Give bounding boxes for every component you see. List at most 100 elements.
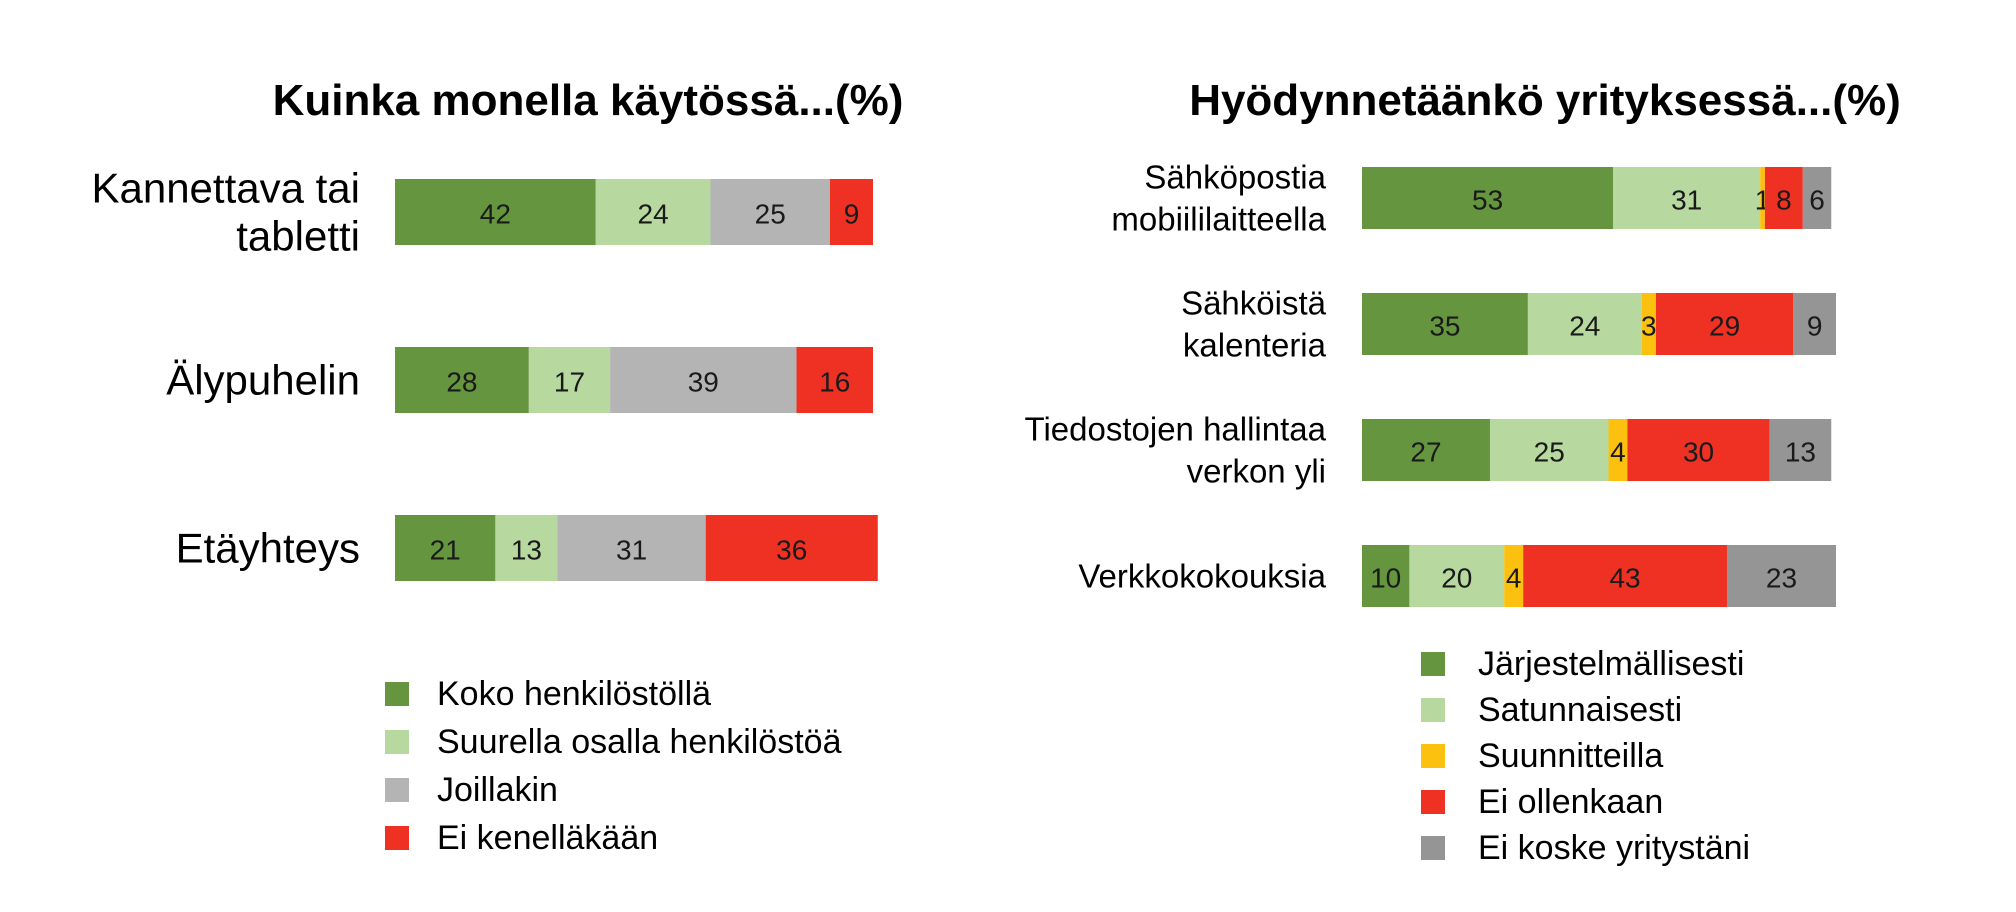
bar-value-label: 21 <box>430 535 461 566</box>
bar-segment-suunnitteilla <box>1504 545 1524 607</box>
bar-segment-ei-kenellakaan <box>705 515 878 581</box>
legend-swatch-suurella-osalla-henkilostoa <box>385 730 409 754</box>
bar-segment-suurella-osalla-henkilostoa <box>528 347 611 413</box>
legend-label: Suunnitteilla <box>1478 737 1663 775</box>
bar-segment-joillakin <box>557 515 706 581</box>
bar-value-label: 16 <box>819 367 850 398</box>
legend-swatch-ei-kenellakaan <box>385 826 409 850</box>
legend-swatch-ei-ollenkaan <box>1421 790 1445 814</box>
bar-value-label: 36 <box>776 535 807 566</box>
bar-segment-joillakin <box>610 347 797 413</box>
bar-segment-satunnaisesti <box>1409 545 1505 607</box>
bar-segment-ei-kenellakaan <box>796 347 873 413</box>
bar-value-label: 10 <box>1370 563 1401 594</box>
legend-label: Ei koske yritystäni <box>1478 829 1750 867</box>
legend-swatch-joillakin <box>385 778 409 802</box>
category-label: Sähköpostia <box>1144 159 1326 196</box>
bar-segment-ei-kenellakaan <box>829 179 873 245</box>
bar-value-label: 25 <box>755 199 786 230</box>
bar-value-label: 35 <box>1429 311 1460 342</box>
bar-segment-ei-ollenkaan <box>1655 293 1794 355</box>
legend-label: Joillakin <box>437 771 558 809</box>
bar-segment-satunnaisesti <box>1527 293 1642 355</box>
legend-label: Koko henkilöstöllä <box>437 675 711 713</box>
bar-value-label: 28 <box>446 367 477 398</box>
bar-value-label: 25 <box>1534 437 1565 468</box>
bar-value-label: 31 <box>616 535 647 566</box>
category-label: Sähköistä <box>1181 285 1327 322</box>
category-label: verkon yli <box>1187 453 1326 490</box>
bar-segment-koko-henkilostolla <box>395 515 496 581</box>
bar-value-label: 8 <box>1776 185 1792 216</box>
bar-segment-suurella-osalla-henkilostoa <box>595 179 711 245</box>
legend-swatch-koko-henkilostolla <box>385 682 409 706</box>
bar-value-label: 13 <box>1785 437 1816 468</box>
bar-segment-suunnitteilla <box>1641 293 1656 355</box>
chart-left-title: Kuinka monella käytössä...(%) <box>273 76 904 125</box>
bar-value-label: 43 <box>1609 563 1640 594</box>
bar-value-label: 20 <box>1441 563 1472 594</box>
bar-value-label: 6 <box>1809 185 1825 216</box>
category-label: tabletti <box>236 213 360 260</box>
bar-segment-jarjestelmallisesti <box>1362 167 1614 229</box>
legend-label: Satunnaisesti <box>1478 691 1682 729</box>
bar-segment-suunnitteilla <box>1760 167 1765 229</box>
bar-segment-koko-henkilostolla <box>395 179 596 245</box>
bar-value-label: 31 <box>1671 185 1702 216</box>
bar-value-label: 24 <box>1569 311 1600 342</box>
bar-value-label: 29 <box>1709 311 1740 342</box>
legend-swatch-satunnaisesti <box>1421 698 1445 722</box>
bar-segment-jarjestelmallisesti <box>1362 293 1528 355</box>
chart-left-legend: Koko henkilöstöllä Suurella osalla henkil… <box>385 675 842 857</box>
bar-value-label: 27 <box>1410 437 1441 468</box>
bar-segment-satunnaisesti <box>1489 419 1609 481</box>
bar-segment-ei-ollenkaan <box>1523 545 1727 607</box>
bar-value-label: 9 <box>844 199 860 230</box>
bar-segment-suunnitteilla <box>1608 419 1628 481</box>
bar-value-label: 9 <box>1807 311 1823 342</box>
bar-value-label: 53 <box>1472 185 1503 216</box>
bar-segment-ei-koske-yritystani <box>1793 293 1836 355</box>
legend-swatch-jarjestelmallisesti <box>1421 652 1445 676</box>
bar-segment-ei-ollenkaan <box>1627 419 1770 481</box>
bar-segment-suurella-osalla-henkilostoa <box>495 515 558 581</box>
chart-right-utilization: Hyödynnetäänkö yrityksessä...(%) Sähköpo… <box>1025 76 1901 867</box>
bar-segment-joillakin <box>710 179 830 245</box>
bar-value-label: 39 <box>688 367 719 398</box>
bar-segment-ei-koske-yritystani <box>1802 167 1832 229</box>
legend-swatch-suunnitteilla <box>1421 744 1445 768</box>
category-label: Verkkokokouksia <box>1078 558 1326 595</box>
bar-value-label: 4 <box>1610 437 1626 468</box>
bar-segment-satunnaisesti <box>1613 167 1761 229</box>
chart-right-title: Hyödynnetäänkö yrityksessä...(%) <box>1189 76 1901 125</box>
chart-right-category-labels: Sähköpostia mobiililaitteella Sähköistä kal… <box>1025 159 1327 595</box>
chart-left-usage: Kuinka monella käytössä...(%) Kannettava… <box>91 76 903 857</box>
category-label: Etäyhteys <box>176 525 360 572</box>
bar-value-label: 42 <box>480 199 511 230</box>
bar-segment-jarjestelmallisesti <box>1362 545 1410 607</box>
legend-label: Suurella osalla henkilöstöä <box>437 723 842 761</box>
bar-value-label: 4 <box>1506 563 1522 594</box>
bar-value-label: 13 <box>511 535 542 566</box>
bar-value-label: 30 <box>1683 437 1714 468</box>
bar-value-label: 3 <box>1641 311 1657 342</box>
category-label: Kannettava tai <box>91 165 360 212</box>
bar-segment-ei-koske-yritystani <box>1726 545 1836 607</box>
category-label: Tiedostojen hallintaa <box>1025 411 1327 448</box>
category-label: Älypuhelin <box>166 357 360 404</box>
bar-value-label: 23 <box>1766 563 1797 594</box>
bar-segment-ei-koske-yritystani <box>1769 419 1832 481</box>
legend-label: Ei kenelläkään <box>437 819 658 857</box>
category-label: kalenteria <box>1183 327 1327 364</box>
chart-right-legend: Järjestelmällisesti Satunnaisesti Suunnitt… <box>1421 645 1750 867</box>
legend-label: Ei ollenkaan <box>1478 783 1663 821</box>
bar-segment-koko-henkilostolla <box>395 347 529 413</box>
bar-segment-jarjestelmallisesti <box>1362 419 1490 481</box>
category-label: mobiililaitteella <box>1111 201 1326 238</box>
chart-left-bars: 42 24 25 9 28 17 39 16 21 13 31 36 <box>395 179 878 581</box>
legend-label: Järjestelmällisesti <box>1478 645 1744 683</box>
bar-value-label: 24 <box>638 199 669 230</box>
